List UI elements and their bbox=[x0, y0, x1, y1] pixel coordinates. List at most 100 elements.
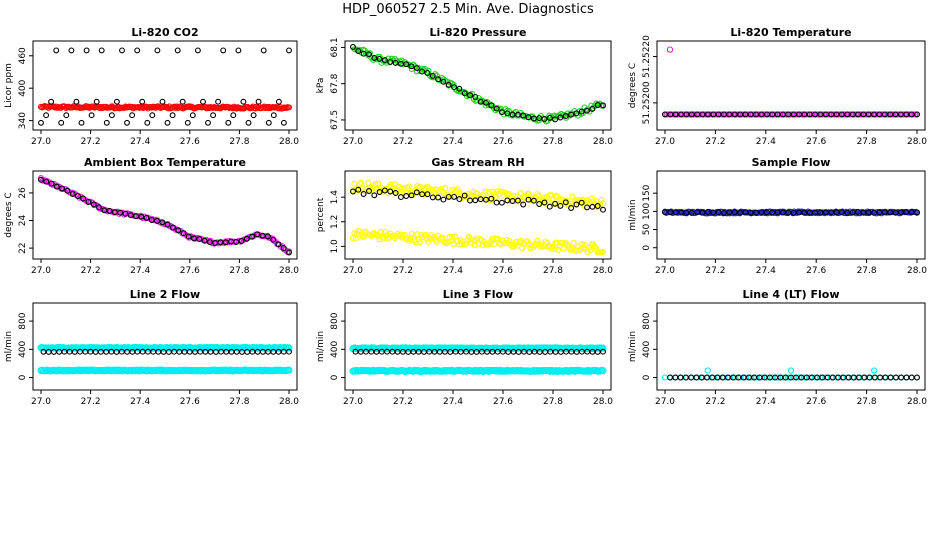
data-point bbox=[785, 111, 792, 118]
data-point bbox=[568, 205, 575, 211]
data-point bbox=[758, 111, 765, 118]
data-point bbox=[742, 209, 749, 216]
data-point bbox=[567, 200, 574, 208]
data-point bbox=[536, 115, 543, 122]
data-point bbox=[463, 240, 470, 247]
data-point bbox=[249, 233, 256, 240]
data-point bbox=[489, 235, 496, 242]
data-point bbox=[513, 238, 520, 245]
data-point bbox=[164, 221, 171, 228]
y-tick-label: 800 bbox=[18, 312, 28, 329]
data-point bbox=[117, 209, 124, 216]
data-point bbox=[534, 191, 541, 198]
y-tick-label: 0 bbox=[330, 374, 340, 380]
data-point bbox=[562, 113, 569, 120]
data-point bbox=[439, 234, 446, 241]
x-tick-label: 27.2 bbox=[393, 397, 413, 407]
data-point bbox=[185, 233, 192, 240]
data-point bbox=[355, 186, 362, 193]
x-tick-label: 28.0 bbox=[279, 137, 299, 147]
y-tick-label: 340 bbox=[18, 112, 28, 129]
data-point bbox=[461, 90, 468, 97]
data-point bbox=[454, 186, 461, 193]
data-point bbox=[908, 374, 915, 381]
data-point bbox=[599, 367, 607, 375]
data-point bbox=[865, 209, 872, 216]
y-tick-label: 0 bbox=[18, 374, 28, 380]
data-point bbox=[881, 209, 888, 216]
data-point bbox=[688, 209, 695, 216]
y-tick-label: 800 bbox=[642, 312, 652, 329]
plot-frame bbox=[656, 40, 926, 131]
data-point bbox=[280, 119, 287, 126]
chart-panel: Sample Flow ml/min 27.0 27.2 27.4 27.6 27.8 28.… bbox=[628, 156, 927, 276]
series-box-temp-ave bbox=[38, 176, 292, 256]
data-point bbox=[119, 47, 125, 54]
panel-title: Sample Flow bbox=[752, 156, 831, 169]
data-point bbox=[154, 218, 161, 224]
data-point bbox=[573, 198, 580, 205]
x-tick-label: 27.2 bbox=[393, 266, 413, 276]
data-point bbox=[589, 203, 596, 210]
x-tick-label: 27.4 bbox=[756, 137, 776, 147]
x-tick-label: 27.6 bbox=[180, 397, 200, 407]
panel-title: Gas Stream RH bbox=[431, 156, 524, 169]
x-tick-label: 27.2 bbox=[393, 137, 413, 147]
data-point bbox=[255, 98, 262, 105]
data-point bbox=[144, 119, 151, 126]
x-tick-label: 27.4 bbox=[130, 397, 150, 407]
data-point bbox=[525, 114, 532, 121]
series-line2-ave bbox=[40, 348, 292, 355]
data-point bbox=[552, 193, 559, 201]
data-point bbox=[541, 116, 548, 122]
chart-panel: Line 4 (LT) Flow ml/min 27.0 27.2 27.4 27.6 27… bbox=[628, 288, 927, 407]
data-point bbox=[672, 111, 679, 118]
data-point bbox=[600, 348, 606, 355]
data-point bbox=[542, 238, 549, 245]
data-point bbox=[520, 201, 527, 208]
x-tick-label: 27.0 bbox=[655, 266, 675, 276]
data-point bbox=[275, 241, 282, 248]
chart-panel: Gas Stream RH percent 27.0 27.2 27.4 27.6 27.8… bbox=[316, 156, 613, 276]
data-point bbox=[467, 235, 474, 243]
plot-frame bbox=[656, 302, 926, 391]
data-point bbox=[69, 191, 76, 197]
data-point bbox=[387, 58, 394, 65]
x-tick-label: 27.6 bbox=[493, 266, 513, 276]
data-point bbox=[180, 230, 187, 237]
data-point bbox=[159, 219, 166, 226]
data-point bbox=[774, 209, 781, 216]
y-axis-label: degrees C bbox=[4, 192, 14, 237]
data-point bbox=[53, 47, 60, 54]
plot-frame bbox=[656, 170, 926, 260]
series-line2-upper-raw bbox=[37, 343, 293, 352]
data-point bbox=[440, 196, 447, 203]
y-tick-label: 26 bbox=[18, 187, 28, 199]
data-point bbox=[421, 191, 428, 198]
x-tick-label: 27.2 bbox=[81, 397, 101, 407]
series-line4-spikes bbox=[704, 367, 878, 374]
plot-frame bbox=[32, 302, 298, 391]
data-point bbox=[414, 183, 421, 190]
y-tick-label: 400 bbox=[642, 340, 652, 357]
data-point bbox=[445, 193, 452, 200]
data-point bbox=[908, 209, 915, 215]
data-point bbox=[456, 85, 463, 92]
data-point bbox=[392, 190, 399, 196]
data-point bbox=[467, 92, 473, 99]
data-point bbox=[731, 209, 738, 216]
data-point bbox=[270, 236, 277, 243]
data-point bbox=[43, 178, 50, 185]
data-point bbox=[270, 112, 277, 119]
data-point bbox=[90, 201, 97, 208]
y-axis-label: ml/min bbox=[628, 331, 638, 362]
data-point bbox=[376, 55, 383, 62]
data-point bbox=[661, 374, 669, 381]
data-point bbox=[504, 197, 511, 204]
data-point bbox=[387, 188, 394, 195]
data-point bbox=[464, 237, 471, 244]
x-tick-label: 27.4 bbox=[130, 266, 150, 276]
data-point bbox=[914, 374, 920, 381]
data-point bbox=[186, 103, 193, 110]
